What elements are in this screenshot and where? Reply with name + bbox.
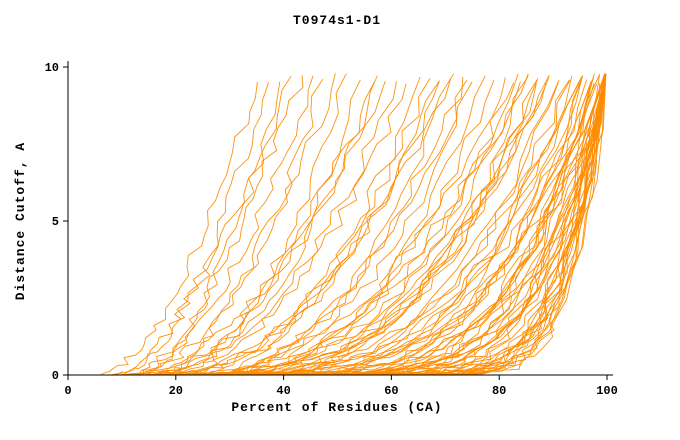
model-curve bbox=[197, 73, 529, 376]
model-curve bbox=[310, 76, 606, 376]
x-axis-label: Percent of Residues (CA) bbox=[231, 400, 442, 415]
model-curve bbox=[364, 82, 595, 376]
y-tick-label: 5 bbox=[52, 215, 59, 229]
model-curve bbox=[251, 75, 583, 376]
model-curve bbox=[202, 80, 581, 376]
model-curve bbox=[251, 82, 547, 376]
x-tick-label: 40 bbox=[276, 384, 290, 398]
axes bbox=[67, 61, 613, 376]
y-tick-label: 0 bbox=[52, 369, 59, 383]
model-curve bbox=[229, 74, 606, 376]
model-curve bbox=[181, 78, 431, 376]
model-curve bbox=[154, 78, 452, 376]
x-tick-label: 0 bbox=[64, 384, 71, 398]
model-curve bbox=[170, 83, 407, 376]
x-tick-label: 80 bbox=[492, 384, 506, 398]
model-curve bbox=[165, 80, 440, 376]
model-curve bbox=[137, 75, 304, 376]
model-curve bbox=[111, 82, 270, 376]
x-tick-label: 60 bbox=[384, 384, 398, 398]
model-curves bbox=[100, 73, 607, 376]
model-curve bbox=[142, 73, 347, 376]
model-curve bbox=[229, 76, 529, 376]
chart-title: T0974s1-D1 bbox=[293, 13, 381, 28]
model-curve bbox=[138, 81, 397, 376]
model-curve bbox=[127, 81, 375, 376]
model-curve bbox=[218, 82, 515, 376]
model-curve bbox=[207, 79, 495, 376]
x-tick-label: 20 bbox=[169, 384, 183, 398]
model-curve bbox=[127, 81, 281, 376]
model-curve bbox=[132, 75, 314, 376]
model-curve bbox=[148, 80, 386, 376]
y-axis-label: Distance Cutoff, A bbox=[13, 142, 28, 300]
model-curve bbox=[299, 75, 584, 376]
tick-marks: 0 20 40 60 80 100 0 5 10 bbox=[45, 61, 618, 398]
model-curve bbox=[121, 73, 336, 376]
y-tick-label: 10 bbox=[45, 61, 59, 75]
model-curve bbox=[100, 81, 258, 376]
x-tick-label: 100 bbox=[596, 384, 618, 398]
model-curve bbox=[148, 78, 324, 376]
model-curve bbox=[191, 81, 440, 376]
model-curve bbox=[159, 75, 378, 376]
